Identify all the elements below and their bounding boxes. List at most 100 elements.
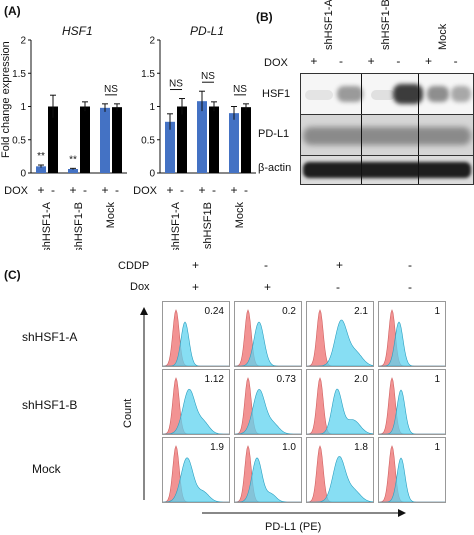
histogram-value: 2.1 [354, 306, 368, 317]
blot-dox-mark: + [425, 54, 433, 68]
flow-histogram: 1.9 [162, 437, 230, 503]
pe-axis-arrow [202, 509, 406, 517]
bar [177, 106, 187, 173]
panel-c-label: (C) [4, 268, 21, 282]
histogram-value: 1 [434, 306, 440, 317]
histogram-value: 1.0 [282, 442, 296, 453]
panel-a-label: (A) [4, 4, 21, 18]
histogram-svg [235, 445, 301, 502]
flow-histogram: 1.0 [234, 437, 302, 503]
y-tick-label: 1 [149, 102, 155, 113]
dox-row-label: DOX [4, 185, 29, 197]
histogram-value: 1.9 [210, 442, 224, 453]
group-label: shHSF1B [202, 202, 214, 249]
y-tick-label: 1.5 [141, 69, 155, 80]
histogram-svg [235, 377, 301, 434]
count-axis-label: Count [122, 398, 134, 428]
sample-histogram [379, 389, 445, 434]
histogram-value: 1.12 [204, 374, 224, 385]
y-tick-label: 0.5 [141, 135, 155, 146]
flow-histogram: 1 [378, 301, 446, 367]
group-label: Mock [105, 202, 117, 229]
dox-mark: - [51, 183, 55, 197]
histogram-svg [163, 309, 229, 366]
histogram-svg [379, 445, 445, 502]
bar [112, 107, 122, 173]
sample-histogram [379, 321, 445, 366]
dox-mark: + [198, 183, 205, 197]
dox-mark: + [264, 280, 272, 294]
dox-mark: - [336, 280, 340, 294]
y-tick-label: 0 [149, 169, 155, 180]
dox-mark: + [69, 183, 76, 197]
dox-mark: + [37, 183, 44, 197]
blot-group-label: shHSF1-B [380, 0, 392, 50]
sample-histogram [307, 388, 373, 434]
y-tick-label: 1 [20, 102, 26, 113]
cddp-mark: + [192, 258, 200, 272]
control-histogram [307, 445, 373, 502]
blot-row-label-pdl1: PD-L1 [258, 128, 290, 140]
ns-mark: NS [169, 79, 183, 90]
bar [68, 169, 78, 173]
dox-mark: - [115, 183, 119, 197]
flow-row-label-shhsf1-a: shHSF1-A [22, 330, 78, 344]
blot-dox-mark: - [339, 54, 343, 68]
blot-dox-mark: - [396, 54, 401, 68]
dox-mark: + [192, 280, 200, 294]
dox-mark: - [83, 183, 87, 197]
bar [197, 101, 207, 173]
control-histogram [307, 377, 373, 434]
sample-histogram [235, 457, 301, 502]
group-label: shHSF1-A [41, 201, 53, 250]
blot-group-label: Mock [437, 23, 450, 50]
blot-group-label: shHSF1-A [322, 0, 335, 50]
y-tick-label: 0 [20, 169, 26, 180]
flow-histogram: 1.8 [306, 437, 374, 503]
sample-histogram [163, 388, 229, 434]
sample-histogram [163, 457, 229, 502]
histogram-svg [307, 377, 373, 434]
control-histogram [379, 309, 445, 366]
cddp-mark: - [408, 258, 412, 272]
bar [100, 107, 110, 173]
flow-histogram: 0.24 [162, 301, 230, 367]
blot-row-label-beta-actin: β-actin [258, 162, 292, 174]
bar [80, 106, 90, 173]
blot-dox-mark: - [453, 54, 458, 68]
histogram-value: 2.0 [354, 374, 368, 385]
histogram-svg [163, 445, 229, 502]
pe-axis-label: PD-L1 (PE) [265, 521, 322, 533]
pdl1-chart-title: PD-L1 [190, 24, 225, 38]
group-label: shHSF1-A [170, 201, 182, 250]
dox-mark: - [408, 280, 412, 294]
histogram-svg [307, 309, 373, 366]
blot-dox-label: DOX [264, 57, 288, 69]
bar [36, 166, 46, 173]
histogram-value: 0.2 [282, 306, 296, 317]
sample-histogram [379, 457, 445, 502]
flow-histogram: 2.1 [306, 301, 374, 367]
count-axis-arrow [140, 307, 148, 500]
histogram-svg [307, 445, 373, 502]
blot-row-label-hsf1: HSF1 [262, 88, 291, 100]
histogram-svg [163, 377, 229, 434]
sample-histogram [235, 388, 301, 434]
histogram-value: 0.73 [276, 374, 296, 385]
cddp-mark: + [336, 258, 344, 272]
flow-row-label-mock: Mock [32, 462, 61, 476]
group-label: Mock [234, 202, 246, 229]
dox-mark: - [244, 183, 248, 197]
histogram-value: 1 [434, 442, 440, 453]
dox-mark: - [212, 183, 216, 197]
flow-histogram: 1 [378, 369, 446, 435]
y-tick-label: 1.5 [12, 69, 26, 80]
cddp-label: CDDP [118, 260, 150, 272]
dox-mark: + [166, 183, 173, 197]
blot-dox-mark: + [367, 54, 375, 68]
sample-histogram [307, 319, 373, 366]
significance-mark: ** [69, 154, 77, 165]
flow-histogram: 0.2 [234, 301, 302, 367]
y-tick-label: 0.5 [12, 135, 26, 146]
